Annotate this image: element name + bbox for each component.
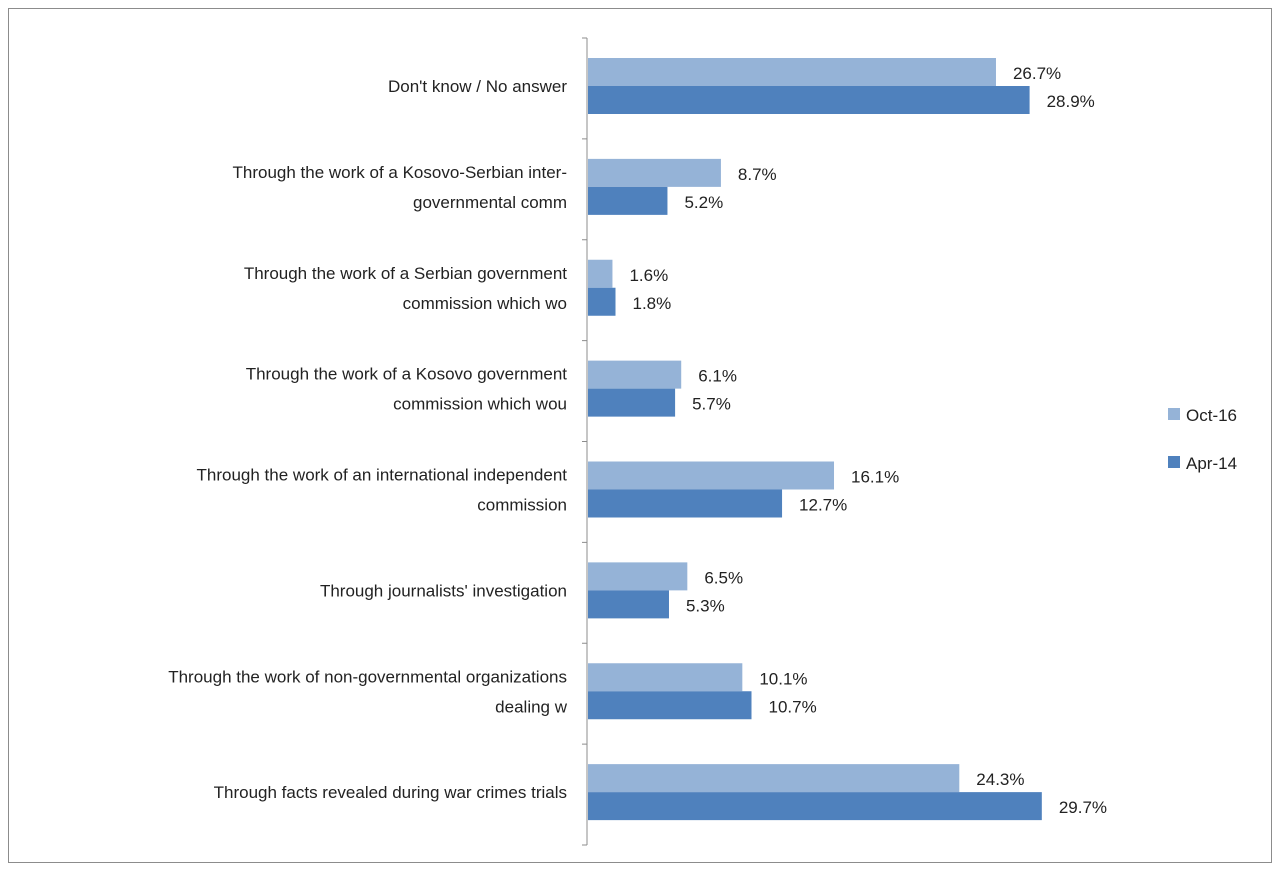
bar-oct-16 bbox=[588, 360, 682, 389]
category-label: Through the work of an international ind… bbox=[197, 466, 568, 485]
category-label: commission which wo bbox=[403, 294, 567, 313]
legend-swatch-apr-14 bbox=[1168, 456, 1180, 468]
data-label: 6.1% bbox=[698, 367, 737, 386]
category-label: Through the work of non-governmental org… bbox=[168, 667, 567, 686]
legend-label-oct-16: Oct-16 bbox=[1186, 406, 1237, 425]
data-label: 6.5% bbox=[704, 568, 743, 587]
legend-label-apr-14: Apr-14 bbox=[1186, 454, 1237, 473]
category-label: governmental comm bbox=[413, 193, 567, 212]
bar-oct-16 bbox=[588, 58, 996, 86]
data-label: 10.1% bbox=[759, 669, 807, 688]
chart-frame bbox=[8, 8, 1272, 863]
data-label: 5.2% bbox=[684, 193, 723, 212]
bar-oct-16 bbox=[588, 663, 743, 692]
data-label: 16.1% bbox=[851, 468, 899, 487]
bar-oct-16 bbox=[588, 562, 688, 591]
category-label: Through the work of a Kosovo-Serbian int… bbox=[232, 163, 567, 182]
data-label: 1.8% bbox=[633, 294, 672, 313]
data-label: 28.9% bbox=[1047, 92, 1095, 111]
legend: Oct-16 Apr-14 bbox=[1168, 406, 1237, 473]
bar-apr-14 bbox=[588, 186, 668, 215]
data-label: 12.7% bbox=[799, 496, 847, 515]
category-label: dealing w bbox=[495, 697, 568, 716]
bar-apr-14 bbox=[588, 691, 752, 720]
bar-apr-14 bbox=[588, 489, 783, 518]
category-label: commission which wou bbox=[393, 395, 567, 414]
category-label: Don't know / No answer bbox=[388, 77, 567, 96]
bar-apr-14 bbox=[588, 388, 676, 417]
data-label: 5.7% bbox=[692, 395, 731, 414]
category-label: Through the work of a Kosovo government bbox=[246, 365, 568, 384]
data-label: 8.7% bbox=[738, 165, 777, 184]
bar-oct-16 bbox=[588, 259, 613, 288]
bar-oct-16 bbox=[588, 764, 960, 793]
data-label: 1.6% bbox=[629, 266, 668, 285]
labels-layer: Don't know / No answer 26.7% 28.9% Through … bbox=[168, 64, 1107, 817]
data-label: 26.7% bbox=[1013, 64, 1061, 83]
category-label: commission bbox=[477, 496, 567, 515]
bar-oct-16 bbox=[588, 158, 721, 187]
category-label: Through the work of a Serbian government bbox=[244, 264, 567, 283]
bar-apr-14 bbox=[588, 792, 1042, 821]
data-label: 29.7% bbox=[1059, 798, 1107, 817]
data-label: 5.3% bbox=[686, 596, 725, 615]
category-label: Through journalists' investigation bbox=[320, 581, 567, 600]
bar-oct-16 bbox=[588, 461, 835, 490]
data-label: 10.7% bbox=[768, 697, 816, 716]
category-label: Through facts revealed during war crimes… bbox=[214, 783, 567, 802]
legend-swatch-oct-16 bbox=[1168, 408, 1180, 420]
data-label: 24.3% bbox=[976, 770, 1024, 789]
bar-apr-14 bbox=[588, 590, 669, 619]
bar-apr-14 bbox=[588, 86, 1030, 114]
axis-layer bbox=[582, 37, 588, 846]
bar-apr-14 bbox=[588, 287, 616, 316]
bars-layer bbox=[588, 58, 1042, 821]
